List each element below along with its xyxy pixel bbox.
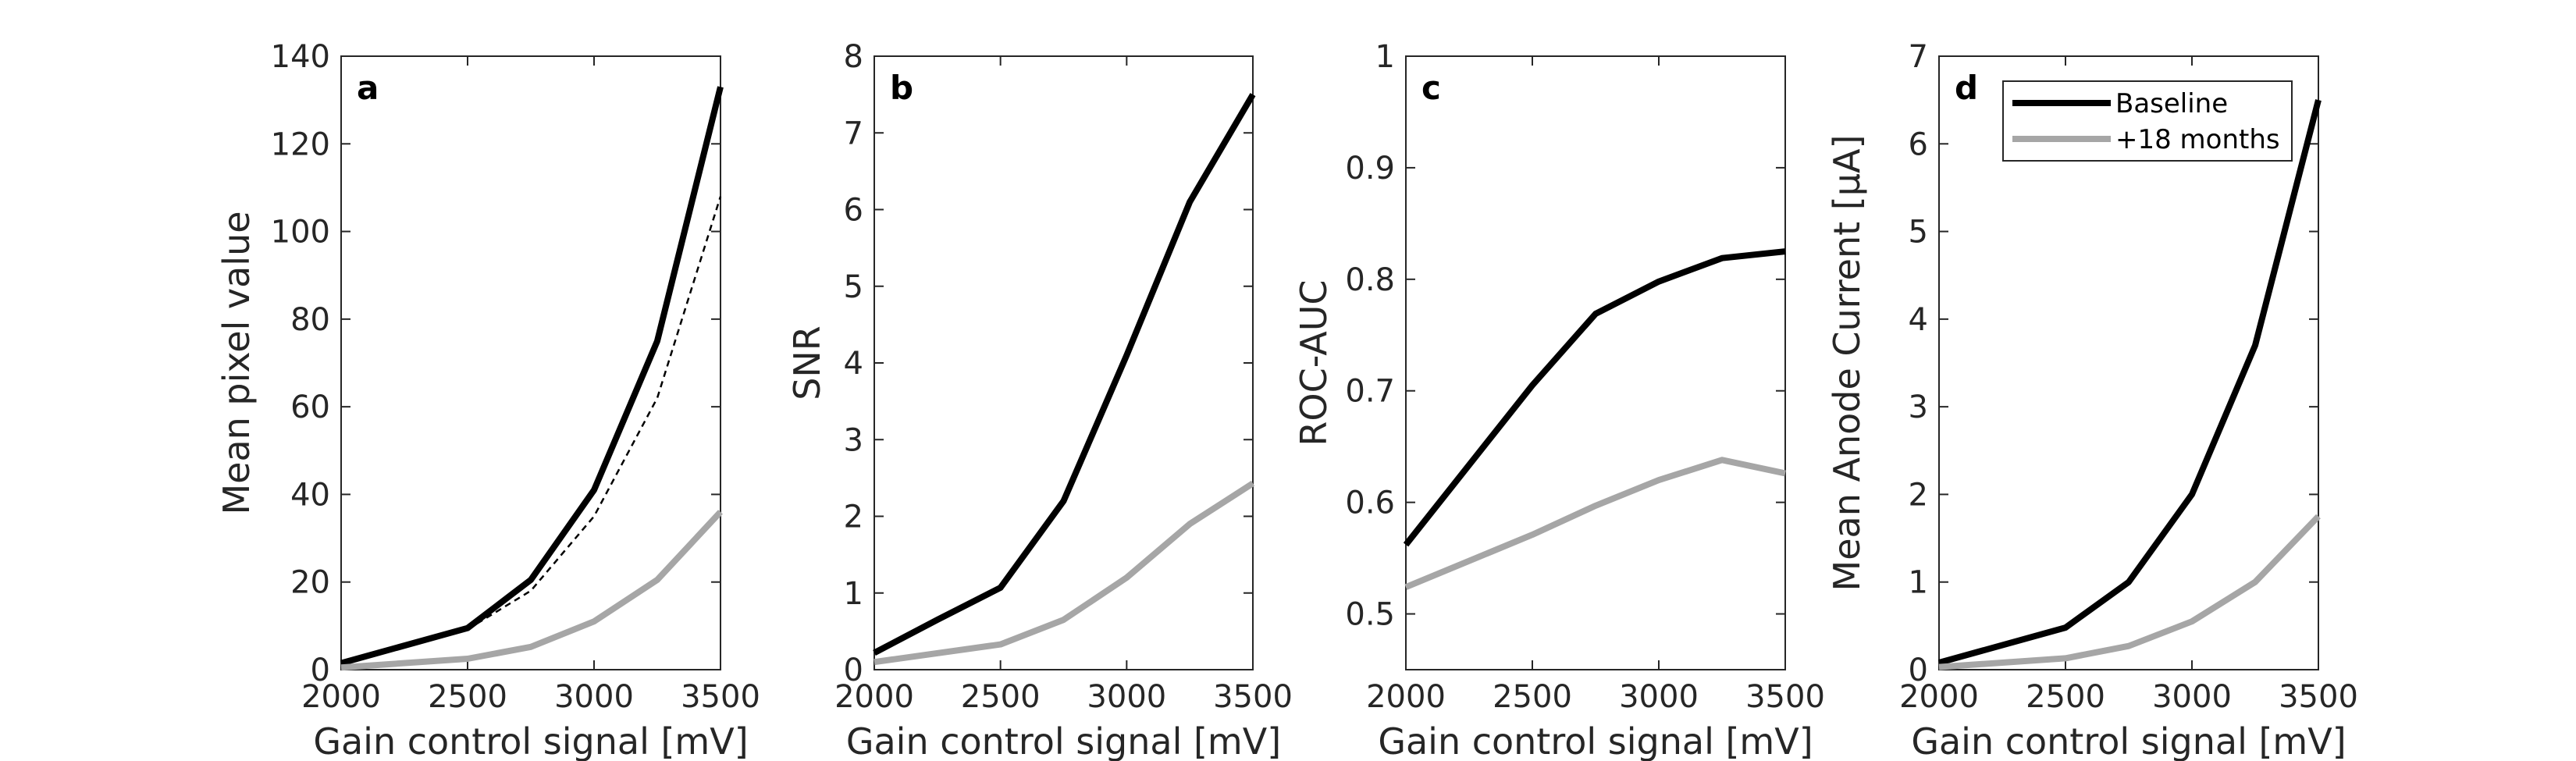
y-tick-label: 1 bbox=[1375, 39, 1395, 75]
x-tick-label: 3000 bbox=[554, 679, 634, 715]
x-tick-label: 3000 bbox=[1087, 679, 1166, 715]
y-tick-label: 6 bbox=[1909, 126, 1928, 162]
x-tick-label: 3500 bbox=[681, 679, 760, 715]
y-tick-label: 0.7 bbox=[1345, 374, 1395, 410]
y-axis-label: Mean pixel value bbox=[215, 211, 258, 514]
x-axis-label: Gain control signal [mV] bbox=[1911, 720, 2346, 761]
y-tick-label: 1 bbox=[1909, 565, 1928, 601]
legend: Baseline +18 months bbox=[2002, 80, 2293, 162]
x-tick-label: 3000 bbox=[1619, 679, 1699, 715]
y-tick-label: 5 bbox=[1909, 215, 1928, 251]
y-tick-label: 0.5 bbox=[1345, 597, 1395, 633]
x-tick-label: 2500 bbox=[428, 679, 507, 715]
y-axis-label: ROC-AUC bbox=[1293, 279, 1335, 446]
panel-letter: d bbox=[1955, 69, 1978, 107]
y-axis-label: Mean Anode Current [μA] bbox=[1826, 135, 1868, 592]
x-tick-label: 2000 bbox=[834, 679, 914, 715]
legend-label: +18 months bbox=[2115, 124, 2280, 155]
series-line-solid-gray bbox=[873, 480, 1255, 666]
y-tick-label: 4 bbox=[1909, 302, 1928, 338]
y-tick-label: 80 bbox=[290, 302, 330, 338]
panel-d: 0 1 2 3 4 5 6 7 2000 2500 3000 3500 d Gain control si… bbox=[1826, 39, 2358, 761]
y-tick-label: 0 bbox=[311, 653, 330, 688]
series-line-solid-black bbox=[340, 86, 724, 667]
panel-letter: a bbox=[357, 69, 379, 107]
panel-letter: b bbox=[890, 69, 913, 107]
y-tick-label: 3 bbox=[1909, 389, 1928, 425]
x-tick-label: 3500 bbox=[1745, 679, 1825, 715]
legend-box bbox=[2002, 80, 2293, 162]
y-tick-label: 60 bbox=[290, 389, 330, 425]
panel-a: 0 20 40 60 80 100 120 140 2000 2500 3000 3500 a Gain … bbox=[215, 39, 760, 761]
x-tick-label: 3500 bbox=[1213, 679, 1293, 715]
y-tick-label: 4 bbox=[844, 346, 863, 382]
x-tick-label: 2000 bbox=[1366, 679, 1446, 715]
y-tick-label: 6 bbox=[844, 193, 863, 229]
series-line-solid-black bbox=[1937, 99, 2322, 666]
x-tick-label: 2500 bbox=[2026, 679, 2105, 715]
y-tick-label: 40 bbox=[290, 477, 330, 513]
panel-b: 0 1 2 3 4 5 6 7 8 2000 2500 3000 3500 b Gain control s… bbox=[786, 39, 1293, 761]
y-tick-label: 140 bbox=[271, 39, 330, 75]
x-tick-label: 3500 bbox=[2279, 679, 2358, 715]
y-tick-label: 0.9 bbox=[1345, 151, 1395, 187]
x-tick-label: 2500 bbox=[1493, 679, 1572, 715]
y-tick-label: 0 bbox=[844, 653, 863, 688]
y-tick-label: 100 bbox=[271, 215, 330, 251]
x-tick-label: 2000 bbox=[1899, 679, 1979, 715]
series-line-solid-gray bbox=[1938, 514, 2321, 670]
y-tick-label: 3 bbox=[844, 422, 863, 458]
series-line-solid-black bbox=[1403, 248, 1786, 547]
x-axis-label: Gain control signal [mV] bbox=[846, 720, 1281, 761]
axes-box bbox=[340, 55, 721, 670]
y-tick-label: 0.8 bbox=[1345, 262, 1395, 298]
x-axis-label: Gain control signal [mV] bbox=[313, 720, 748, 761]
y-tick-label: 20 bbox=[290, 565, 330, 601]
series-line-dashed-black bbox=[340, 196, 722, 664]
x-axis-label: Gain control signal [mV] bbox=[1378, 720, 1813, 761]
series-line-solid-gray bbox=[340, 510, 723, 671]
panel-c: 0.5 0.6 0.7 0.8 0.9 1 2000 2500 3000 3500 c Gain co… bbox=[1293, 39, 1825, 761]
y-tick-label: 0 bbox=[1909, 653, 1928, 688]
axes-box bbox=[873, 55, 1254, 670]
y-tick-label: 1 bbox=[844, 576, 863, 612]
y-tick-label: 7 bbox=[1909, 39, 1928, 75]
y-tick-label: 2 bbox=[844, 500, 863, 535]
axes-box bbox=[1405, 55, 1786, 670]
y-tick-label: 2 bbox=[1909, 477, 1928, 513]
y-tick-label: 8 bbox=[844, 39, 863, 75]
y-tick-label: 7 bbox=[844, 116, 863, 151]
x-tick-label: 2500 bbox=[961, 679, 1041, 715]
y-axis-label: SNR bbox=[786, 325, 828, 400]
legend-label: Baseline bbox=[2115, 88, 2228, 119]
panel-letter: c bbox=[1421, 69, 1441, 107]
y-tick-label: 120 bbox=[271, 126, 330, 162]
x-tick-label: 2000 bbox=[301, 679, 381, 715]
series-line-solid-black bbox=[873, 93, 1256, 656]
y-tick-label: 5 bbox=[844, 269, 863, 305]
y-tick-label: 0.6 bbox=[1345, 485, 1395, 521]
x-tick-label: 3000 bbox=[2152, 679, 2232, 715]
series-line-solid-gray bbox=[1404, 457, 1786, 590]
